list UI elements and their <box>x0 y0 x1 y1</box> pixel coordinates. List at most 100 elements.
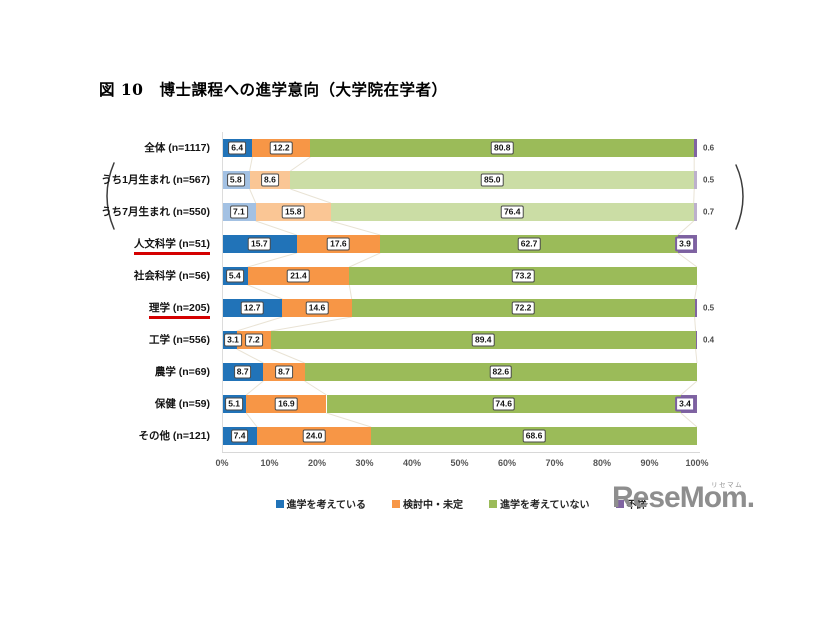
value-label: 7.1 <box>229 205 248 219</box>
x-axis-tick-label: 60% <box>497 458 517 468</box>
category-label-text: 工学 (n=556) <box>149 334 210 346</box>
stacked-bar: 12.7 14.6 72.2 0.5 <box>222 299 714 317</box>
value-label-outside: 0.5 <box>703 175 715 185</box>
legend-item: 進学を考えている <box>275 496 367 511</box>
x-axis-tick-label: 10% <box>260 458 279 468</box>
category-label: 全体 (n=1117) <box>12 139 210 157</box>
value-label-unknown: 3.4 <box>675 396 695 412</box>
value-label: 14.6 <box>305 301 329 315</box>
category-label-text: うち1月生まれ (n=567) <box>101 174 210 186</box>
legend: 進学を考えている 検討中・未定 進学を考えていない 不詳 <box>222 496 700 511</box>
legend-swatch-icon <box>489 499 497 508</box>
category-label: うち1月生まれ (n=567) <box>12 171 210 189</box>
value-label: 21.4 <box>287 269 310 283</box>
value-label: 62.7 <box>517 237 541 251</box>
stacked-bar: 3.1 7.2 89.4 0.4 <box>222 331 714 349</box>
value-label: 17.6 <box>327 237 350 251</box>
value-label: 15.7 <box>248 237 271 251</box>
value-label: 82.6 <box>489 365 513 379</box>
value-label: 76.4 <box>500 205 524 219</box>
stacked-bar: 7.1 15.8 76.4 0.7 <box>222 203 714 221</box>
category-label: 農学 (n=69) <box>12 363 210 381</box>
value-label: 85.0 <box>480 173 504 187</box>
value-label-outside: 0.7 <box>703 207 715 217</box>
x-axis-tick-label: 0% <box>215 458 229 468</box>
axis-baseline <box>222 452 700 453</box>
logo-text: ReseMom <box>612 481 748 514</box>
category-label: 保健 (n=59) <box>12 395 210 413</box>
stacked-bar: 6.4 12.2 80.8 0.6 <box>222 139 714 157</box>
value-label: 24.0 <box>302 429 326 443</box>
category-label: その他 (n=121) <box>12 427 210 445</box>
value-label: 12.7 <box>240 301 264 315</box>
chart-title: 図 10 博士課程への進学意向（大学院在学者） <box>99 80 448 99</box>
bar-segment-4 <box>693 203 697 221</box>
value-label-outside: 0.6 <box>703 143 715 153</box>
legend-swatch-icon <box>392 499 400 508</box>
legend-item: 検討中・未定 <box>392 496 463 511</box>
value-label: 5.8 <box>226 173 245 187</box>
logo-ruby-text: リセマム <box>711 482 744 489</box>
value-label: 5.1 <box>225 397 244 411</box>
stacked-bar: 8.7 8.7 82.6 <box>222 363 697 381</box>
x-axis-tick-label: 40% <box>402 458 422 468</box>
bar-segment-4 <box>694 139 697 157</box>
value-label: 89.4 <box>471 333 495 347</box>
category-label: 工学 (n=556) <box>12 331 210 349</box>
category-label-text: 社会科学 (n=56) <box>133 270 210 282</box>
stacked-bar: 7.4 24.0 68.6 <box>222 427 697 445</box>
value-label: 8.7 <box>233 365 252 379</box>
value-label-outside: 0.5 <box>703 303 715 313</box>
category-label: 人文科学 (n=51) <box>12 235 210 255</box>
legend-swatch-icon <box>275 499 284 508</box>
category-label-text: 全体 (n=1117) <box>144 142 210 154</box>
legend-item: 不詳 <box>615 496 647 511</box>
value-label: 12.2 <box>270 141 293 155</box>
stacked-bar: 15.7 17.6 62.7 3.9 <box>222 235 697 253</box>
category-label-text: その他 (n=121) <box>138 430 210 442</box>
category-label-text: 保健 (n=59) <box>154 398 210 410</box>
value-label: 8.6 <box>261 173 279 187</box>
value-label: 8.7 <box>275 365 293 379</box>
value-label: 73.2 <box>511 269 535 283</box>
category-label-text-red-underline: 理学 (n=205) <box>149 301 210 319</box>
legend-swatch-icon <box>615 499 624 508</box>
x-axis-tick-label: 90% <box>640 458 659 468</box>
value-label: 72.2 <box>511 301 535 315</box>
legend-label: 不詳 <box>626 500 647 511</box>
legend-label: 進学を考えている <box>286 500 367 511</box>
x-axis-tick-label: 30% <box>355 458 374 468</box>
legend-item: 進学を考えていない <box>489 496 590 511</box>
x-axis-tick-label: 70% <box>545 458 564 468</box>
x-axis-tick-label: 100% <box>685 458 709 468</box>
category-label-text: 農学 (n=69) <box>154 366 210 378</box>
category-label: 社会科学 (n=56) <box>12 267 210 285</box>
x-axis-tick-label: 50% <box>450 458 469 468</box>
x-axis-tick-label: 80% <box>592 458 612 468</box>
value-label: 15.8 <box>281 205 305 219</box>
value-label: 5.4 <box>225 269 244 283</box>
resemom-logo: リセマム ReseMom. <box>612 481 755 515</box>
value-label: 74.6 <box>492 397 515 411</box>
value-label: 3.1 <box>224 333 242 347</box>
x-axis-tick-label: 20% <box>307 458 327 468</box>
category-label-text-red-underline: 人文科学 (n=51) <box>133 237 210 255</box>
value-label-outside: 0.4 <box>703 335 715 345</box>
category-label: うち7月生まれ (n=550) <box>12 203 210 221</box>
axis-zero-line <box>222 132 223 453</box>
legend-label: 検討中・未定 <box>403 500 463 511</box>
value-label: 6.4 <box>228 141 247 155</box>
stacked-bar: 5.8 8.6 85.0 0.5 <box>222 171 714 189</box>
value-label: 7.2 <box>244 333 263 347</box>
bar-segment-4 <box>694 299 697 317</box>
value-label: 68.6 <box>522 429 546 443</box>
bar-segment-4 <box>695 331 698 349</box>
legend-label: 進学を考えていない <box>500 500 590 511</box>
logo-period: . <box>746 481 756 514</box>
bar-segment-4 <box>694 171 697 189</box>
category-label: 理学 (n=205) <box>12 299 210 319</box>
value-label: 80.8 <box>490 141 514 155</box>
stacked-bar: 5.1 16.9 74.6 3.4 <box>222 395 697 413</box>
value-label: 16.9 <box>275 397 298 411</box>
